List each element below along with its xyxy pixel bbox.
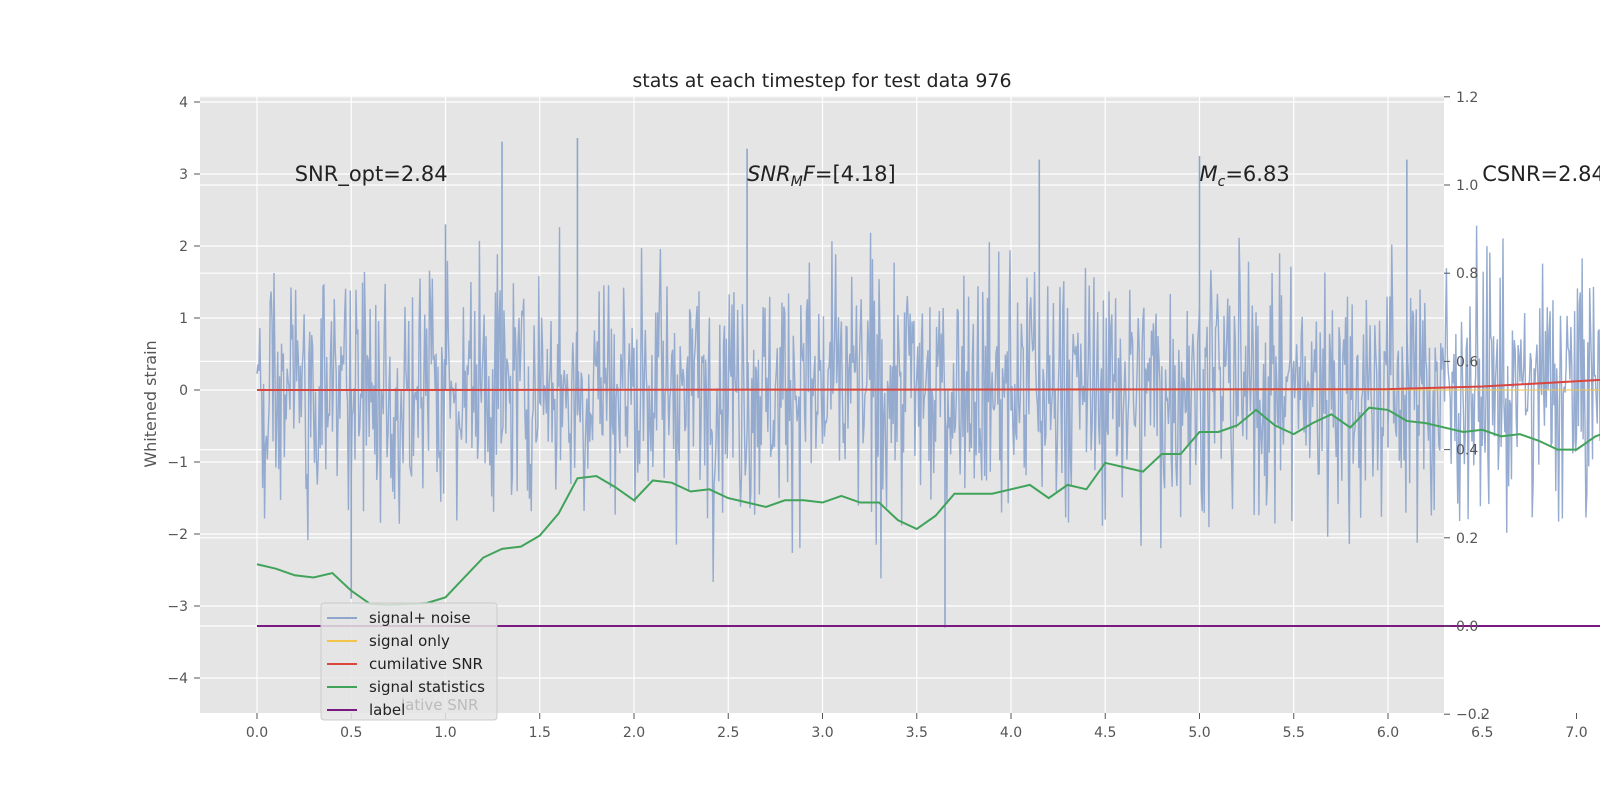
x-tick-label: 2.5 [717, 725, 739, 741]
annotation-3: Mc=6.83 [1200, 162, 1290, 190]
y-tick-label: −2 [167, 527, 188, 543]
cumilative-snr-line [256, 378, 1600, 392]
y-tick-label: 3 [179, 167, 188, 183]
annotation-part: CSNR=2.84 [1482, 162, 1600, 186]
legend-entry-label: label [369, 701, 405, 719]
x-tick-label: 6.0 [1377, 725, 1399, 741]
x-tick-label: 6.5 [1471, 725, 1493, 741]
x-tick-label: 3.0 [811, 725, 833, 741]
annotation-1: SNR_opt=2.84 [295, 162, 448, 187]
y-tick-label: 0 [179, 383, 188, 399]
annotation-part: SNR [747, 162, 791, 186]
annotation-part: M [1200, 162, 1218, 186]
x-tick-label: 5.0 [1188, 725, 1210, 741]
legend: lative SNR signal+ noise signal only cumila… [320, 602, 498, 721]
legend-entry-label: cumilative SNR [369, 655, 483, 673]
annotation-part: SNR_opt=2.84 [295, 162, 448, 187]
annotation-part: M [791, 174, 803, 190]
ticks: 0.0 0.5 1.0 1.5 2.0 2.5 3.0 3.5 4.0 4.5 5.0 5.5 6.0 6… [167, 90, 1587, 741]
series-signal-noise [256, 138, 1600, 628]
annotation-4: CSNR=2.84 [1482, 162, 1600, 186]
y-tick-label: −1 [167, 455, 188, 471]
x-tick-label: 3.5 [906, 725, 928, 741]
annotations: SNR_opt=2.84 SNRMF=[4.18] Mc=6.83 CSNR=2.84 [295, 162, 1600, 190]
legend-entry-label: signal statistics [369, 678, 485, 696]
annotation-2: SNRMF=[4.18] [747, 162, 896, 190]
x-tick-label: 0.0 [246, 725, 268, 741]
y-tick-label: 2 [179, 239, 188, 255]
y-tick-label: 1 [179, 311, 188, 327]
x-tick-label: 7.0 [1565, 725, 1587, 741]
x-tick-label: 4.0 [1000, 725, 1022, 741]
annotation-part: c [1218, 174, 1226, 190]
annotation-part: F [803, 162, 816, 186]
legend-entry-label: signal+ noise [369, 609, 471, 627]
y2-tick-label: 1.0 [1456, 178, 1478, 194]
y2-tick-label: 0.2 [1456, 531, 1478, 547]
y-tick-label: −3 [167, 599, 188, 615]
annotation-part: =6.83 [1225, 162, 1289, 186]
signal-statistics-line [256, 406, 1600, 606]
x-tick-label: 5.5 [1283, 725, 1305, 741]
y2-tick-label: 0.6 [1456, 354, 1478, 370]
x-tick-label: 1.5 [529, 725, 551, 741]
x-tick-label: 0.5 [340, 725, 362, 741]
y2-tick-label: 0.4 [1456, 443, 1478, 459]
y2-tick-label: −0.2 [1456, 707, 1490, 723]
legend-box [320, 602, 498, 721]
chart-title: stats at each timestep for test data 976 [632, 70, 1011, 92]
y-tick-label: −4 [167, 671, 188, 687]
x-tick-label: 1.0 [434, 725, 456, 741]
y-tick-label: 4 [179, 95, 188, 111]
legend-entry-label: signal only [369, 632, 450, 650]
legend-ghost-text: lative SNR [401, 696, 478, 714]
series-lines [256, 378, 1600, 627]
y-axis-label: Whitened strain [141, 340, 160, 467]
x-tick-label: 2.0 [623, 725, 645, 741]
annotation-part: =[4.18] [815, 162, 896, 186]
x-tick-label: 4.5 [1094, 725, 1116, 741]
y2-tick-label: 0.0 [1456, 619, 1478, 635]
y2-tick-label: 1.2 [1456, 90, 1478, 106]
y2-tick-label: 0.8 [1456, 266, 1478, 282]
